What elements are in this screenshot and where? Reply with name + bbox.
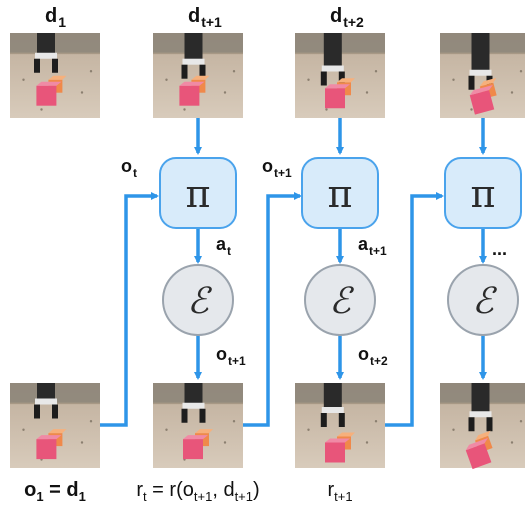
bottom-label-1: rt = r(ot+1, dt+1) [136,479,259,504]
top-label-2: dt+2 [330,5,364,30]
env-node-1: ℰ [304,264,376,336]
pi-icon: π [471,172,496,216]
top-frame-1 [10,33,100,118]
obs-output-label-1: ot+2 [358,344,388,368]
bottom-frame-1 [10,383,100,468]
pi-icon: π [328,172,353,216]
bottom-label-0: o1 = d1 [24,479,86,504]
action-label-0: at [216,234,231,258]
policy-node-0: π [159,157,237,229]
bottom-frame-t3 [440,383,525,470]
env-node-2: ℰ [447,264,519,336]
bottom-label-2: rt+1 [327,479,352,504]
bottom-frame-t2 [295,383,385,468]
bottom-frame-t1 [153,383,243,468]
policy-node-1: π [301,157,379,229]
top-frame-t2 [295,33,385,118]
arrow-obs-feedback-1 [243,192,302,427]
script-e-icon: ℰ [472,281,497,322]
top-label-1: dt+1 [188,5,222,30]
top-frame-t3 [440,33,525,118]
env-node-0: ℰ [162,264,234,336]
obs-input-label-0: ot [121,156,137,180]
top-label-0: d1 [45,5,66,30]
obs-output-label-0: ot+1 [216,344,246,368]
obs-input-label-1: ot+1 [262,156,292,180]
action-label-1: at+1 [358,234,387,258]
policy-node-2: π [444,157,522,229]
arrow-obs-feedback-2 [385,192,444,427]
top-frame-t1 [153,33,243,118]
script-e-icon: ℰ [329,281,354,322]
pi-icon: π [186,172,211,216]
arrow-obs-feedback-0 [100,192,159,427]
script-e-icon: ℰ [187,281,212,322]
action-label-2: ... [492,239,507,259]
